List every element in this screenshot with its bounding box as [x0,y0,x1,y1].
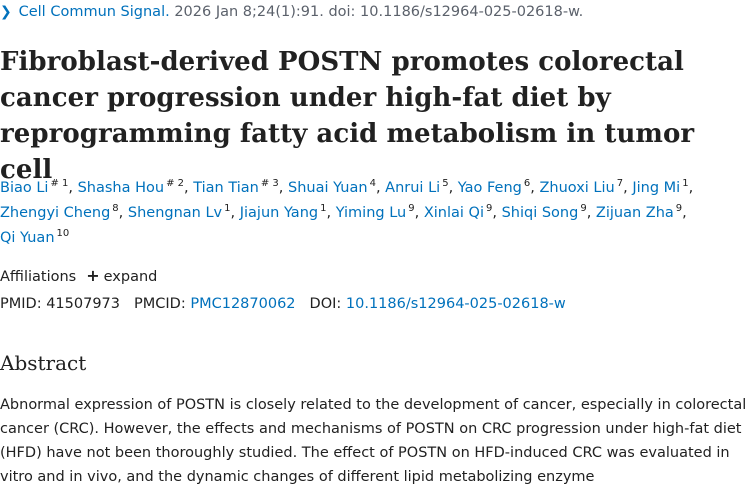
author-separator: , [278,180,288,196]
author-name-link[interactable]: Shasha Hou [77,180,165,196]
affiliations-label: Affiliations [0,269,77,285]
author-item: Shuai Yuan 4 [288,178,376,197]
author-name-link[interactable]: Shuai Yuan [288,180,368,196]
author-item: Anrui Li 5 [385,178,449,197]
author-item: Zhuoxi Liu 7 [539,178,624,197]
author-affiliation-sup[interactable]: 9 [580,203,587,214]
author-name-link[interactable]: Xinlai Qi [423,205,484,221]
author-name-link[interactable]: Tian Tian [193,180,259,196]
author-item: Zhengyi Cheng 8 [0,203,119,222]
author-item: Shiqi Song 9 [501,203,587,222]
author-name-link[interactable]: Jiajun Yang [239,205,319,221]
pmcid-link[interactable]: PMC12870062 [190,296,296,312]
author-separator: , [623,180,633,196]
author-item: Shengnan Lv 1 [127,203,231,222]
author-affiliation-sup[interactable]: 8 [112,203,119,214]
author-separator: , [375,180,386,196]
identifiers-row: PMID: 41507973 PMCID: PMC12870062 DOI: 10.… [0,293,566,315]
author-name-link[interactable]: Yiming Lu [335,205,407,221]
pmcid-label: PMCID: [134,296,186,312]
author-name-link[interactable]: Yao Feng [457,180,522,196]
abstract-heading: Abstract [0,351,87,375]
author-affiliation-sup[interactable]: 10 [56,228,70,239]
citation-details: 2026 Jan 8;24(1):91. doi: 10.1186/s12964… [174,4,584,20]
author-item: Shasha Hou # 2 [77,178,184,197]
author-separator: , [184,180,194,196]
author-item: Xinlai Qi 9 [423,203,493,222]
author-separator: , [492,205,502,221]
author-name-link[interactable]: Zhuoxi Liu [539,180,615,196]
author-name-link[interactable]: Zhengyi Cheng [0,205,111,221]
author-item: Jing Mi 1 [632,178,689,197]
plus-icon[interactable]: + [86,266,100,285]
chevron-right-icon[interactable]: ❯ [0,4,12,20]
author-separator: , [448,180,458,196]
author-affiliation-sup[interactable]: # 2 [166,178,184,189]
author-name-link[interactable]: Shiqi Song [501,205,579,221]
author-affiliation-sup[interactable]: 7 [616,178,624,189]
pmid-value: 41507973 [46,296,121,312]
author-name-link[interactable]: Shengnan Lv [127,205,223,221]
author-affiliation-sup[interactable]: # 1 [50,178,69,189]
author-separator: , [414,205,424,221]
expand-button[interactable]: expand [103,269,158,285]
author-separator: , [682,205,687,221]
author-name-link[interactable]: Anrui Li [385,180,441,196]
author-separator: , [326,205,336,221]
author-separator: , [530,180,540,196]
author-name-link[interactable]: Biao Li [0,180,49,196]
author-affiliation-sup[interactable]: 1 [224,203,231,214]
author-affiliation-sup[interactable]: # 3 [260,178,279,189]
author-name-link[interactable]: Qi Yuan [0,230,55,246]
author-item: Qi Yuan 10 [0,228,70,247]
abstract-text: Abnormal expression of POSTN is closely … [0,397,747,485]
author-name-link[interactable]: Zijuan Zha [595,205,674,221]
author-separator: , [688,180,694,196]
author-affiliation-sup[interactable]: 6 [523,178,531,189]
author-affiliation-sup[interactable]: 1 [320,203,327,214]
author-item: Biao Li # 1 [0,178,69,197]
doi-link[interactable]: 10.1186/s12964-025-02618-w [345,296,566,312]
author-affiliation-sup[interactable]: 4 [369,178,376,189]
author-item: Tian Tian # 3 [193,178,279,197]
doi-label: DOI: [309,296,342,312]
author-separator: , [68,180,78,196]
citation-line: ❯ Cell Commun Signal. 2026 Jan 8;24(1):9… [0,2,583,22]
author-affiliation-sup[interactable]: 9 [408,203,415,214]
author-item: Zijuan Zha 9 [595,203,683,222]
author-separator: , [230,205,240,221]
author-item: Yiming Lu 9 [335,203,415,222]
author-name-link[interactable]: Jing Mi [632,180,681,196]
pmid-label: PMID: [0,296,42,312]
author-item: Yao Feng 6 [457,178,531,197]
author-separator: , [586,205,596,221]
author-item: Jiajun Yang 1 [239,203,327,222]
author-list: Biao Li # 1, Shasha Hou # 2, Tian Tian # 3,… [0,176,748,251]
author-affiliation-sup[interactable]: 9 [675,203,683,214]
author-affiliation-sup[interactable]: 5 [442,178,449,189]
author-affiliation-sup[interactable]: 9 [485,203,493,214]
affiliations-row: Affiliations + expand [0,265,157,288]
author-affiliation-sup[interactable]: 1 [682,178,689,189]
article-title: Fibroblast-derived POSTN promotes colore… [0,47,695,185]
author-separator: , [118,205,128,221]
journal-link[interactable]: Cell Commun Signal. [18,4,170,20]
